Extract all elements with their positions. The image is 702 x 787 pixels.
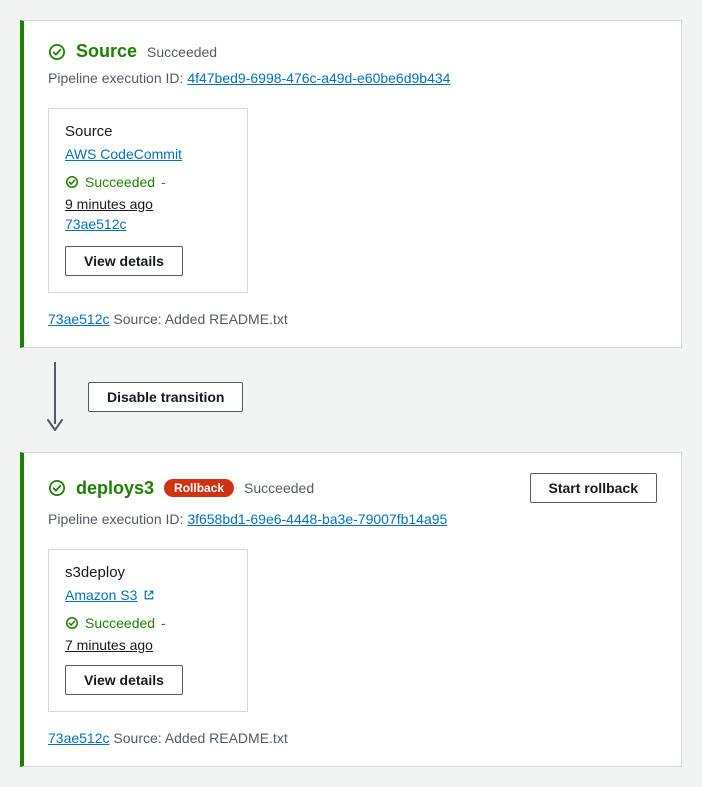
disable-transition-button[interactable]: Disable transition (88, 382, 243, 412)
stage-header: deploys3 Rollback Succeeded Start rollba… (48, 473, 657, 503)
execution-row: Pipeline execution ID: 4f47bed9-6998-476… (48, 70, 657, 86)
success-check-icon (48, 479, 66, 497)
view-details-button[interactable]: View details (65, 246, 183, 276)
execution-row: Pipeline execution ID: 3f658bd1-69e6-444… (48, 511, 657, 527)
action-title: s3deploy (65, 564, 231, 581)
action-status-row: Succeeded - 7 minutes ago (65, 615, 231, 653)
footer-commit-link[interactable]: 73ae512c (48, 311, 110, 327)
execution-id-link[interactable]: 3f658bd1-69e6-4448-ba3e-79007fb14a95 (187, 511, 447, 527)
success-check-icon (65, 616, 79, 630)
action-status: Succeeded (85, 174, 155, 190)
view-details-button[interactable]: View details (65, 665, 183, 695)
provider-link[interactable]: Amazon S3 (65, 587, 137, 603)
action-time-link[interactable]: 7 minutes ago (65, 637, 153, 653)
separator: - (161, 174, 166, 190)
start-rollback-button[interactable]: Start rollback (530, 473, 657, 503)
execution-label: Pipeline execution ID: (48, 511, 183, 527)
arrow-down-icon (46, 362, 64, 432)
footer-text: Source: Added README.txt (113, 311, 287, 327)
stage-deploys3: deploys3 Rollback Succeeded Start rollba… (20, 452, 682, 767)
success-check-icon (65, 175, 79, 189)
commit-row: 73ae512c (65, 216, 231, 232)
stage-name: deploys3 (76, 478, 154, 499)
execution-id-link[interactable]: 4f47bed9-6998-476c-a49d-e60be6d9b434 (187, 70, 450, 86)
action-status-row: Succeeded - 9 minutes ago (65, 174, 231, 212)
provider-row: Amazon S3 (65, 587, 231, 603)
action-card-s3deploy: s3deploy Amazon S3 Succeeded - 7 minutes (48, 549, 248, 712)
provider-row: AWS CodeCommit (65, 146, 231, 162)
success-check-icon (48, 43, 66, 61)
stage-status: Succeeded (147, 44, 217, 60)
action-status: Succeeded (85, 615, 155, 631)
execution-label: Pipeline execution ID: (48, 70, 183, 86)
stage-footer: 73ae512c Source: Added README.txt (48, 311, 657, 327)
stage-status: Succeeded (244, 480, 314, 496)
external-link-icon (143, 589, 155, 601)
footer-commit-link[interactable]: 73ae512c (48, 730, 110, 746)
stage-name: Source (76, 41, 137, 62)
stage-source: Source Succeeded Pipeline execution ID: … (20, 20, 682, 348)
stage-header: Source Succeeded (48, 41, 657, 62)
footer-text: Source: Added README.txt (113, 730, 287, 746)
action-title: Source (65, 123, 231, 140)
provider-link[interactable]: AWS CodeCommit (65, 146, 182, 162)
action-card-source: Source AWS CodeCommit Succeeded - 9 minu… (48, 108, 248, 293)
action-time-link[interactable]: 9 minutes ago (65, 196, 153, 212)
rollback-badge: Rollback (164, 479, 234, 497)
separator: - (161, 615, 166, 631)
transition-area: Disable transition (0, 348, 702, 452)
stage-footer: 73ae512c Source: Added README.txt (48, 730, 657, 746)
commit-link[interactable]: 73ae512c (65, 216, 127, 232)
